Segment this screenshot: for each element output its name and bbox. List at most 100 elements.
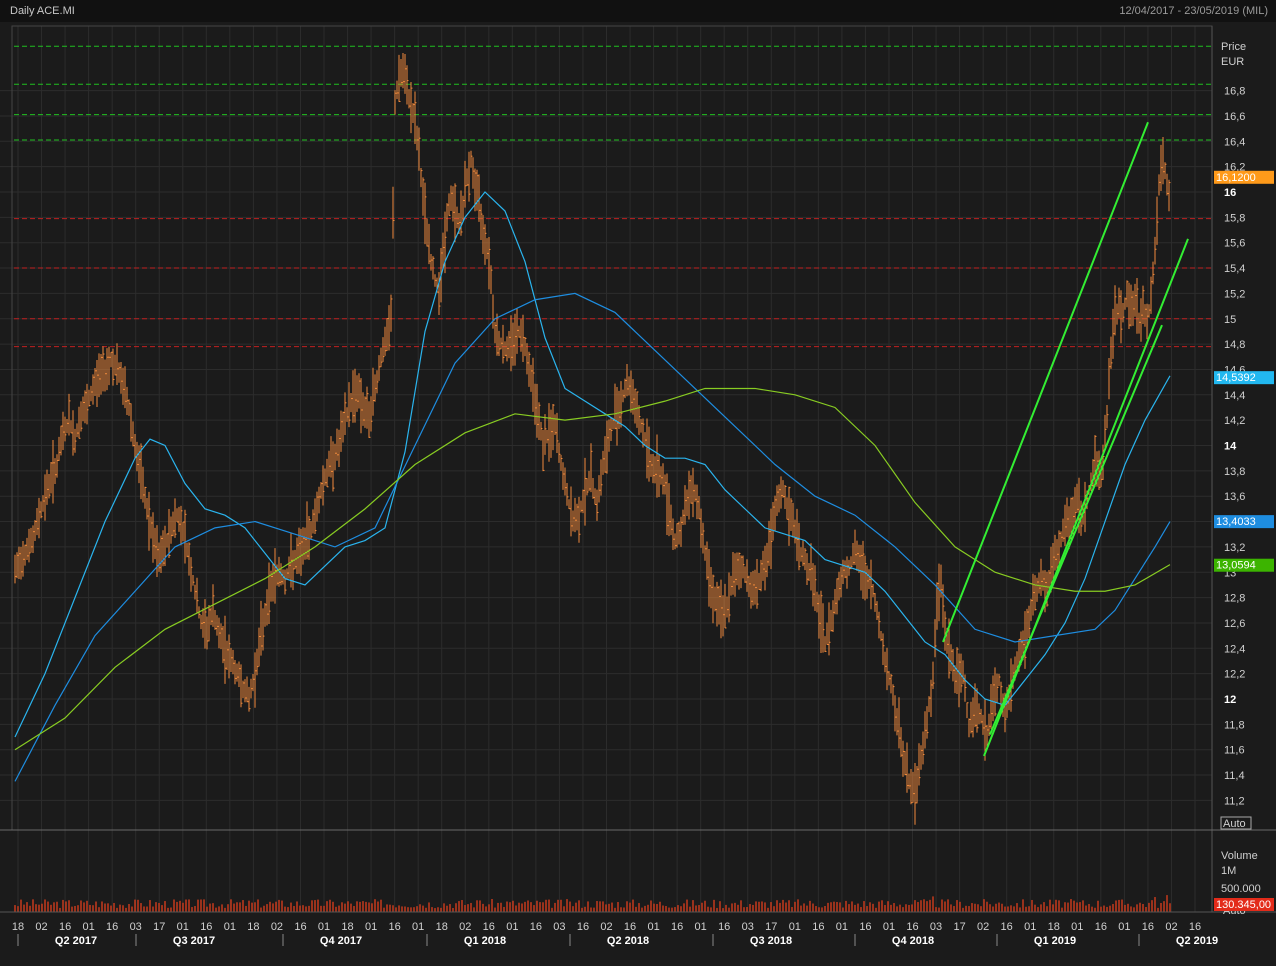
x-day-label: 16 bbox=[59, 921, 71, 933]
price-axis-unit: EUR bbox=[1221, 56, 1244, 68]
value-badge-text: 14,5392 bbox=[1216, 372, 1256, 384]
x-day-label: 01 bbox=[1071, 921, 1083, 933]
value-badge-text: 13,0594 bbox=[1216, 560, 1256, 572]
x-day-label: 01 bbox=[695, 921, 707, 933]
x-day-label: 18 bbox=[436, 921, 448, 933]
price-tick-label: 15,2 bbox=[1224, 288, 1245, 300]
value-badge-text: 13,4033 bbox=[1216, 516, 1256, 528]
x-day-label: 16 bbox=[577, 921, 589, 933]
value-badge bbox=[1214, 898, 1274, 911]
price-tick-label: 16,8 bbox=[1224, 86, 1245, 98]
title-bar: Daily ACE.MI 12/04/2017 - 23/05/2019 (MI… bbox=[0, 0, 1276, 22]
x-day-label: 03 bbox=[930, 921, 942, 933]
x-day-label: 18 bbox=[247, 921, 259, 933]
x-day-label: 16 bbox=[389, 921, 401, 933]
x-day-label: 16 bbox=[200, 921, 212, 933]
price-auto-button[interactable] bbox=[1220, 816, 1252, 830]
x-axis-labels: 18 02 16 01 16 03 17 01 16 01 18 02 16 01 18 01 16 01 18 02… bbox=[12, 921, 1218, 947]
price-tick-label: 11,8 bbox=[1224, 719, 1245, 731]
x-day-label: 18 bbox=[12, 921, 24, 933]
x-day-label: 03 bbox=[553, 921, 565, 933]
price-tick-label: 11,2 bbox=[1224, 795, 1245, 807]
x-day-label: 01 bbox=[224, 921, 236, 933]
x-day-label: 01 bbox=[365, 921, 377, 933]
x-quarter-label: Q4 2017 bbox=[320, 935, 362, 947]
price-tick-label: 16,4 bbox=[1224, 136, 1245, 148]
price-tick-label: 13,6 bbox=[1224, 491, 1245, 503]
price-tick-label: 14 bbox=[1224, 441, 1237, 453]
x-day-label: 16 bbox=[906, 921, 918, 933]
value-badge-text: 16,1200 bbox=[1216, 172, 1256, 184]
price-tick-label: 15,8 bbox=[1224, 212, 1245, 224]
price-tick-label: 14,2 bbox=[1224, 415, 1245, 427]
x-day-label: 03 bbox=[130, 921, 142, 933]
value-badge-text: 130.345,00 bbox=[1216, 899, 1271, 911]
grid bbox=[0, 25, 1213, 912]
x-quarter-label: Q1 2019 bbox=[1034, 935, 1076, 947]
trend-lines[interactable] bbox=[942, 121, 1189, 757]
x-quarter-label: Q4 2018 bbox=[892, 935, 934, 947]
x-day-label: 16 bbox=[718, 921, 730, 933]
x-quarter-label: Q1 2018 bbox=[464, 935, 506, 947]
price-bars bbox=[14, 52, 1171, 825]
price-tick-label: 16 bbox=[1224, 187, 1236, 199]
x-day-label: 16 bbox=[671, 921, 683, 933]
price-tick-label: 12,4 bbox=[1224, 643, 1245, 655]
price-tick-label: 12,2 bbox=[1224, 669, 1245, 681]
x-day-label: 01 bbox=[506, 921, 518, 933]
price-tick-label: 14,8 bbox=[1224, 339, 1245, 351]
x-day-label: 01 bbox=[836, 921, 848, 933]
x-day-label: 01 bbox=[883, 921, 895, 933]
price-tick-label: 16,6 bbox=[1224, 111, 1245, 123]
chart-background bbox=[0, 22, 1276, 966]
x-day-label: 02 bbox=[600, 921, 612, 933]
value-badge bbox=[1214, 170, 1274, 184]
x-day-label: 01 bbox=[1024, 921, 1036, 933]
price-tick-label: 14,4 bbox=[1224, 390, 1245, 402]
x-day-label: 01 bbox=[647, 921, 659, 933]
x-day-label: 01 bbox=[412, 921, 424, 933]
date-range: 12/04/2017 - 23/05/2019 (MIL) bbox=[1119, 5, 1268, 17]
x-quarter-label: Q3 2017 bbox=[173, 935, 215, 947]
price-tick-label: 15,6 bbox=[1224, 238, 1245, 250]
moving-average-3 bbox=[14, 387, 1171, 751]
price-axis-label: Price bbox=[1221, 41, 1246, 53]
x-day-label: 16 bbox=[106, 921, 118, 933]
price-tick-label: 11,6 bbox=[1224, 745, 1245, 757]
x-day-label: 01 bbox=[177, 921, 189, 933]
price-tick-label: 15 bbox=[1224, 314, 1236, 326]
volume-axis-label: Volume bbox=[1221, 850, 1258, 862]
x-quarter-label: Q2 2018 bbox=[607, 935, 649, 947]
x-day-label: 16 bbox=[483, 921, 495, 933]
x-day-label: 16 bbox=[1001, 921, 1013, 933]
x-day-label: 16 bbox=[530, 921, 542, 933]
volume-tick-1m: 1M bbox=[1221, 865, 1236, 877]
x-quarter-label: Q2 2019 bbox=[1176, 935, 1218, 947]
x-day-label: 01 bbox=[789, 921, 801, 933]
x-day-label: 17 bbox=[953, 921, 965, 933]
price-tick-label: 15,4 bbox=[1224, 263, 1245, 275]
trend-line-1 bbox=[942, 121, 1149, 643]
x-day-label: 02 bbox=[459, 921, 471, 933]
price-tick-label: 16,2 bbox=[1224, 162, 1245, 174]
price-tick-label: 13,8 bbox=[1224, 466, 1245, 478]
x-day-label: 16 bbox=[1189, 921, 1201, 933]
x-day-label: 02 bbox=[1165, 921, 1177, 933]
chart-title: Daily ACE.MI bbox=[10, 5, 75, 17]
price-tick-label: 13,2 bbox=[1224, 542, 1245, 554]
moving-average-2 bbox=[14, 292, 1171, 782]
volume-bars bbox=[14, 895, 1171, 912]
x-day-label: 16 bbox=[294, 921, 306, 933]
price-tick-label: 12,8 bbox=[1224, 593, 1245, 605]
price-auto-label: Auto bbox=[1223, 818, 1246, 830]
x-day-label: 17 bbox=[765, 921, 777, 933]
volume-tick-500k: 500.000 bbox=[1221, 883, 1261, 895]
value-badge bbox=[1214, 515, 1274, 529]
trend-line-3 bbox=[989, 324, 1163, 735]
x-day-label: 16 bbox=[812, 921, 824, 933]
x-day-label: 16 bbox=[624, 921, 636, 933]
x-quarter-label: Q2 2017 bbox=[55, 935, 97, 947]
x-day-label: 18 bbox=[1048, 921, 1060, 933]
